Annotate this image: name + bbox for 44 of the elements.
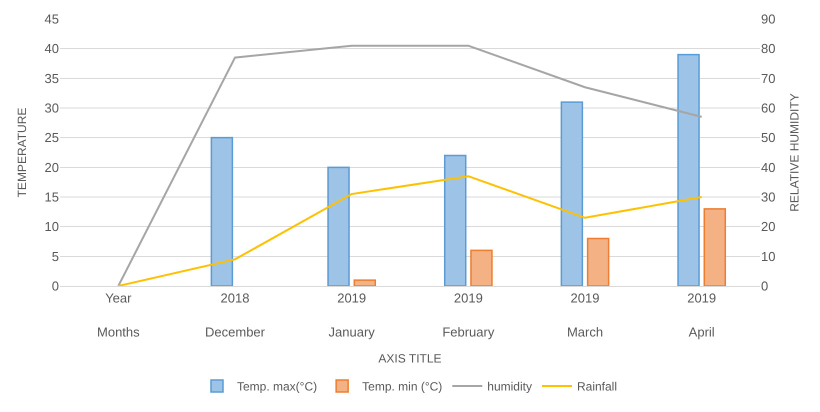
category-label: Year Months: [97, 290, 140, 340]
y-tick-label: 25: [44, 130, 59, 146]
bar: [444, 154, 466, 286]
bar: [677, 54, 700, 286]
y-tick-label: 15: [44, 190, 59, 205]
y2-tick-label: 40: [761, 160, 776, 175]
y2-tick-label: 80: [761, 41, 776, 56]
y-tick-label: 10: [44, 219, 59, 234]
category-label: 2018 December: [205, 290, 265, 340]
y-tick-label: 35: [44, 70, 59, 86]
y-tick-label: 40: [44, 41, 59, 56]
y-tick-label: 0: [52, 278, 59, 294]
bar: [470, 250, 493, 286]
bar: [704, 208, 726, 286]
bar: [586, 238, 610, 286]
y-tick-label: 45: [44, 12, 59, 27]
y2-tick-label: 10: [761, 248, 776, 264]
bar: [327, 166, 350, 286]
bar: [560, 101, 584, 286]
y2-tick-label: 50: [761, 130, 776, 146]
legend-label: Temp. max(°C): [237, 380, 318, 394]
legend-label: Temp. min (°C): [362, 380, 442, 394]
y2-axis-title: RELATIVE HUMIDITY: [787, 93, 802, 212]
x-axis-title: AXIS TITLE: [378, 351, 442, 366]
y2-tick-label: 60: [761, 100, 776, 116]
category-label: 2019 March: [566, 290, 604, 340]
y2-tick-label: 20: [761, 219, 776, 234]
line-series: [117, 175, 703, 286]
category-label: 2019 April: [687, 290, 716, 340]
y2-tick-label: 30: [761, 190, 776, 205]
y-axis-title: TEMPERATURE: [14, 108, 29, 198]
line-series: [117, 44, 703, 286]
y-tick-label: 20: [44, 160, 59, 175]
category-label: 2019 February: [442, 290, 494, 340]
y-tick-label: 30: [44, 100, 59, 116]
legend-label: Rainfall: [576, 380, 618, 394]
y2-tick-label: 70: [761, 70, 776, 86]
category-label: 2019 January: [328, 290, 375, 340]
y2-tick-label: 90: [761, 12, 776, 27]
y-tick-label: 5: [52, 248, 59, 264]
y2-tick-label: 0: [761, 278, 768, 294]
legend-label: humidity: [487, 380, 532, 394]
bar: [354, 279, 376, 286]
bar: [210, 136, 234, 286]
